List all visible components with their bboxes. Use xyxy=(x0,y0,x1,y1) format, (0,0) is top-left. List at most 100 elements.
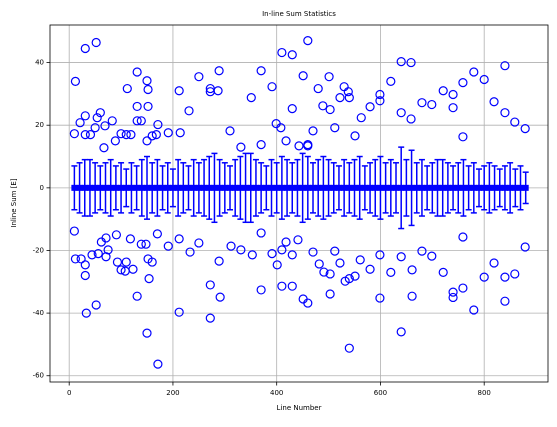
mean-marker xyxy=(299,184,306,191)
mean-marker xyxy=(216,184,223,191)
point xyxy=(479,74,489,85)
point xyxy=(267,82,277,92)
point xyxy=(489,97,499,107)
point xyxy=(417,98,427,108)
point xyxy=(80,130,90,140)
mean-marker xyxy=(227,184,234,191)
point xyxy=(520,124,530,134)
mean-marker xyxy=(81,184,88,191)
point xyxy=(344,93,354,103)
point xyxy=(132,116,142,126)
point xyxy=(80,111,90,121)
mean-marker xyxy=(315,184,322,191)
point xyxy=(174,307,184,317)
y-tick-label: 40 xyxy=(35,59,44,67)
mean-marker xyxy=(377,184,384,191)
mean-marker xyxy=(86,184,93,191)
point xyxy=(427,251,437,261)
point xyxy=(375,89,385,100)
point xyxy=(142,76,152,86)
mean-marker xyxy=(102,184,109,191)
point xyxy=(325,269,335,279)
point xyxy=(386,76,396,86)
mean-marker xyxy=(133,184,140,191)
y-tick-label: -60 xyxy=(33,372,44,380)
mean-marker xyxy=(501,184,508,191)
point xyxy=(132,101,142,112)
point xyxy=(335,258,345,268)
mean-marker xyxy=(232,184,239,191)
point xyxy=(343,87,353,97)
point xyxy=(344,274,354,284)
mean-marker xyxy=(242,184,249,191)
point xyxy=(458,132,468,142)
point xyxy=(276,123,286,133)
point xyxy=(87,250,97,260)
point xyxy=(143,101,153,112)
x-tick-label: 400 xyxy=(270,389,283,397)
point xyxy=(125,234,136,244)
point xyxy=(214,256,224,266)
mean-marker xyxy=(335,184,342,191)
point xyxy=(80,270,90,281)
point xyxy=(314,259,324,269)
point xyxy=(448,292,458,303)
point xyxy=(215,292,225,302)
point xyxy=(448,89,458,100)
point xyxy=(75,118,85,128)
mean-marker xyxy=(206,184,213,191)
mean-marker xyxy=(289,184,296,191)
x-tick-label: 600 xyxy=(374,389,387,397)
point xyxy=(69,129,79,139)
mean-marker xyxy=(123,184,130,191)
point xyxy=(81,308,91,318)
point xyxy=(91,300,101,310)
point xyxy=(214,66,224,76)
point xyxy=(500,296,510,306)
point xyxy=(272,260,282,270)
point xyxy=(121,130,131,140)
point xyxy=(277,281,287,291)
point xyxy=(330,123,340,133)
point xyxy=(225,126,235,136)
x-axis-label: Line Number xyxy=(277,404,322,412)
mean-marker xyxy=(247,184,254,191)
point xyxy=(427,99,437,110)
mean-marker xyxy=(496,184,503,191)
mean-marker xyxy=(304,184,311,191)
mean-marker xyxy=(138,184,145,191)
point xyxy=(350,131,360,141)
mean-marker xyxy=(92,184,99,191)
point xyxy=(355,255,365,265)
point xyxy=(510,117,520,127)
point xyxy=(313,83,323,94)
point xyxy=(469,305,479,315)
point xyxy=(69,226,79,236)
point xyxy=(236,245,246,255)
point xyxy=(407,265,417,275)
point xyxy=(458,283,468,293)
point xyxy=(194,238,204,248)
mean-marker xyxy=(76,184,83,191)
mean-marker xyxy=(164,184,171,191)
point xyxy=(116,265,126,275)
mean-marker xyxy=(201,184,208,191)
mean-marker xyxy=(429,184,436,191)
mean-marker xyxy=(169,184,176,191)
mean-marker xyxy=(403,184,410,191)
mean-marker xyxy=(382,184,389,191)
point xyxy=(132,67,142,77)
mean-marker xyxy=(507,184,514,191)
mean-marker xyxy=(522,184,529,191)
point xyxy=(396,57,406,67)
point xyxy=(438,86,448,96)
point xyxy=(458,232,468,242)
point xyxy=(479,272,489,282)
point xyxy=(142,136,152,146)
mean-marker xyxy=(491,184,498,191)
mean-marker xyxy=(393,184,400,191)
point xyxy=(375,293,385,303)
point xyxy=(303,298,313,308)
point xyxy=(91,37,101,48)
